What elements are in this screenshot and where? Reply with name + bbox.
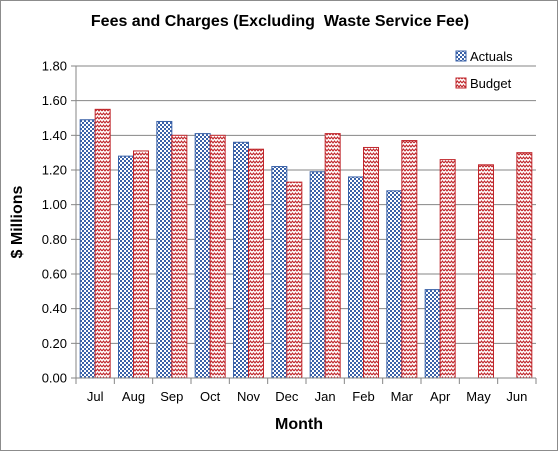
x-tick-label: Sep <box>160 389 183 404</box>
bar-budget-feb <box>363 146 379 379</box>
bar-actuals-apr <box>424 289 441 379</box>
x-tick-label: Nov <box>237 389 261 404</box>
y-tick-label: 1.00 <box>42 197 67 212</box>
bars-group <box>79 108 533 379</box>
x-tick-label: Aug <box>122 389 145 404</box>
x-tick-label: Jun <box>506 389 527 404</box>
bar-budget-aug <box>133 150 149 379</box>
bar-budget-jun <box>516 152 533 379</box>
x-axis-ticks: Jul Aug Sep Oct Nov Dec Jan Feb Mar Apr May Jun <box>75 378 537 404</box>
y-axis-ticks: 0.00 0.20 0.40 0.60 0.80 1.00 1.20 1.40 1.60 1.80 <box>42 59 76 386</box>
bar-budget-jan <box>324 133 341 379</box>
x-tick-label: Jul <box>87 389 104 404</box>
x-tick-label: Apr <box>430 389 451 404</box>
grid-lines <box>76 65 536 344</box>
y-tick-label: 0.00 <box>42 371 67 386</box>
bar-budget-jul <box>94 108 111 379</box>
x-axis-title: Month <box>275 416 323 433</box>
bar-actuals-feb <box>348 176 364 379</box>
bar-actuals-mar <box>386 190 403 379</box>
bar-actuals-aug <box>118 155 134 379</box>
legend-label-actuals: Actuals <box>470 49 513 64</box>
bar-budget-apr <box>439 159 456 379</box>
bar-budget-may <box>478 164 494 379</box>
x-tick-label: Dec <box>275 389 299 404</box>
y-axis-title: $ Millions <box>9 185 26 258</box>
x-tick-label: Feb <box>352 389 374 404</box>
y-tick-label: 1.20 <box>42 163 67 178</box>
bar-actuals-jul <box>79 119 96 379</box>
chart-title: Fees and Charges (Excluding Waste Servic… <box>91 13 469 30</box>
bar-budget-nov <box>248 148 264 379</box>
bar-budget-sep <box>171 134 188 379</box>
bar-budget-mar <box>401 140 418 379</box>
legend-swatch-actuals <box>455 50 467 62</box>
y-tick-label: 1.80 <box>42 59 67 74</box>
bar-actuals-sep <box>156 120 173 379</box>
y-tick-label: 0.40 <box>42 301 67 316</box>
y-tick-label: 0.60 <box>42 267 67 282</box>
x-tick-label: May <box>466 389 491 404</box>
legend-swatch-budget <box>455 77 467 89</box>
bar-budget-oct <box>209 134 226 379</box>
bar-budget-dec <box>286 181 303 379</box>
legend-label-budget: Budget <box>470 76 512 91</box>
y-tick-label: 1.40 <box>42 128 67 143</box>
legend: Actuals Budget <box>455 49 513 91</box>
x-tick-label: Jan <box>315 389 336 404</box>
x-tick-label: Oct <box>200 389 221 404</box>
y-tick-label: 1.60 <box>42 93 67 108</box>
bar-actuals-oct <box>194 133 211 379</box>
bar-actuals-nov <box>233 141 249 379</box>
x-tick-label: Mar <box>391 389 414 404</box>
bar-actuals-jan <box>309 171 326 379</box>
y-tick-label: 0.80 <box>42 232 67 247</box>
y-tick-label: 0.20 <box>42 336 67 351</box>
bar-actuals-dec <box>271 166 288 379</box>
